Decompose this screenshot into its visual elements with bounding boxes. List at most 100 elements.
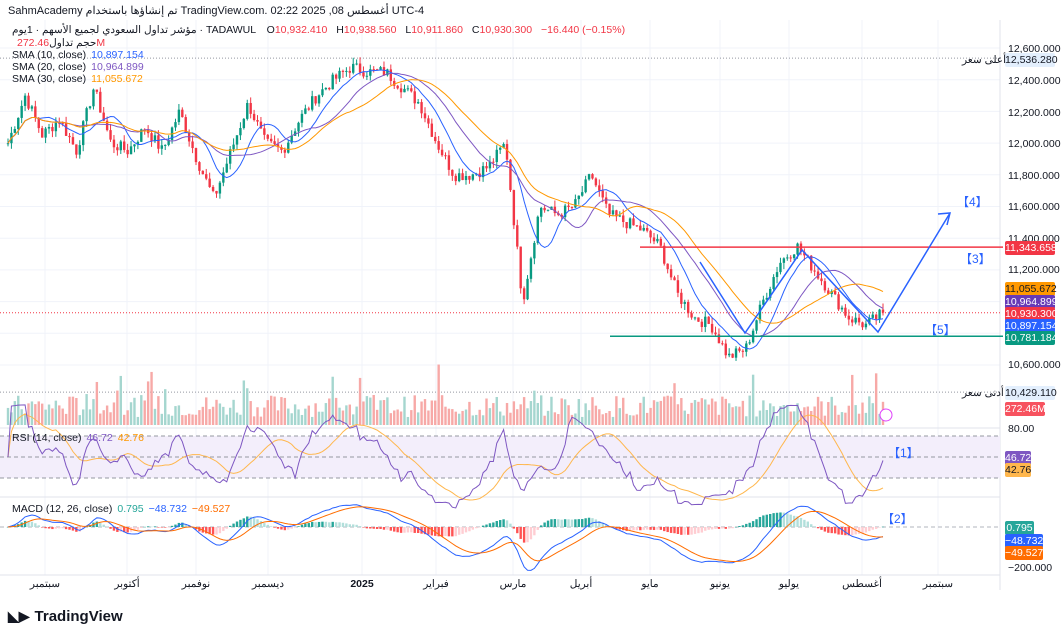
- volume-bar: [119, 375, 122, 425]
- macd-hist-bar: [444, 527, 447, 537]
- candle-body: [553, 206, 557, 214]
- month-label: فبراير: [423, 578, 449, 590]
- annotation-1[interactable]: 【1】: [888, 446, 919, 460]
- macd-hist-bar: [837, 527, 840, 535]
- candle-body: [379, 67, 382, 70]
- rsi-ma-line: [7, 413, 884, 501]
- low-price-tag: 10,429.110: [1005, 386, 1057, 400]
- volume-bar: [652, 400, 656, 425]
- low-value: 10,911.860: [411, 24, 463, 36]
- volume-bar: [198, 410, 201, 425]
- macd-hist-bar: [393, 527, 396, 532]
- macd-hist-bar: [372, 527, 375, 529]
- candle-body: [167, 139, 170, 145]
- macd-hist-bar: [239, 519, 242, 527]
- candle-body: [232, 144, 235, 150]
- sma10-value: 10,897.154: [91, 49, 144, 61]
- volume-bar: [283, 397, 287, 425]
- symbol-legend: مؤشر تداول السعودي لجميع الأسهم · 1يوم ·…: [12, 24, 625, 36]
- volume-bar: [529, 401, 533, 425]
- candle-body: [649, 230, 652, 238]
- macd-hist-bar: [639, 527, 642, 531]
- macd-hist-bar: [143, 526, 146, 528]
- high-marker-label: أعلى سعر: [962, 54, 1006, 66]
- candle-body: [874, 314, 878, 320]
- candle-body: [396, 85, 399, 89]
- annotation-2[interactable]: 【2】: [882, 512, 913, 526]
- candle-body: [205, 174, 208, 179]
- volume-bar: [659, 400, 663, 425]
- volume-bar: [252, 416, 256, 425]
- candle-body: [543, 207, 546, 211]
- candle-body: [177, 109, 181, 123]
- volume-bar: [700, 398, 704, 425]
- low-marker-label: أدنى سعر: [962, 387, 1004, 399]
- macd-hist-bar: [235, 521, 239, 527]
- volume-bar: [642, 396, 645, 425]
- volume-bar: [546, 410, 550, 425]
- volume-bar: [427, 410, 430, 425]
- rsi-value: 46.72: [86, 432, 113, 444]
- volume-bar: [34, 404, 37, 425]
- macd-hist-bar: [871, 527, 874, 530]
- macd-hist-bar: [112, 527, 116, 531]
- annotation-5[interactable]: 【5】: [925, 323, 956, 337]
- macd-hist-bar: [714, 527, 717, 529]
- macd-hist-bar: [259, 521, 263, 527]
- macd-hist-bar: [119, 527, 122, 532]
- candle-body: [40, 128, 44, 138]
- tradingview-logo[interactable]: ◣▶ TradingView: [8, 608, 123, 625]
- candle-body: [119, 141, 122, 151]
- volume-bar: [413, 395, 416, 425]
- macd-hist-bar: [498, 520, 502, 527]
- volume-bar: [669, 396, 673, 425]
- candle-body: [184, 117, 187, 134]
- volume-bar: [868, 396, 871, 425]
- candle-body: [283, 149, 287, 153]
- candle-body: [516, 225, 519, 247]
- candle-body: [769, 288, 772, 298]
- candle-body: [78, 145, 81, 155]
- macd-hist-bar: [416, 527, 420, 533]
- volume-bar: [502, 415, 505, 425]
- candle-body: [741, 350, 745, 352]
- candle-body: [536, 216, 539, 243]
- candle-body: [403, 88, 406, 93]
- volume-bar: [328, 398, 331, 425]
- volume-bar: [68, 396, 71, 425]
- macd-hist-bar: [628, 527, 632, 531]
- candle-body: [393, 80, 396, 86]
- macd-hist-bar: [40, 527, 44, 528]
- macd-hist-bar: [61, 527, 64, 529]
- volume-bar: [464, 409, 468, 425]
- candle-body: [618, 215, 622, 217]
- macd-hist-bar: [413, 527, 416, 533]
- volume-bar: [430, 400, 434, 425]
- candle-body: [34, 106, 37, 118]
- candle-body: [112, 139, 116, 148]
- candle-body: [92, 89, 95, 107]
- candle-body: [827, 290, 830, 294]
- macd-hist-bar: [731, 527, 734, 529]
- candle-body: [410, 88, 413, 92]
- candle-body: [789, 257, 792, 259]
- sma20-value: 10,964.899: [91, 61, 144, 73]
- candle-body: [317, 95, 321, 104]
- candle-body: [642, 227, 645, 231]
- annotation-3[interactable]: 【3】: [960, 252, 991, 266]
- candle-body: [717, 334, 721, 344]
- macd-hist-bar: [669, 527, 673, 533]
- candle-body: [181, 109, 184, 118]
- volume-bar: [721, 396, 724, 425]
- macd-hist-bar: [615, 527, 618, 529]
- volume-bar: [437, 364, 440, 425]
- candle-body: [355, 63, 358, 65]
- macd-hist-bar: [71, 527, 75, 531]
- candle-body: [123, 141, 126, 150]
- volume-bar: [150, 371, 153, 425]
- candle-body: [420, 102, 423, 114]
- macd-hist-bar: [181, 522, 184, 527]
- candle-body: [598, 185, 601, 191]
- annotation-4[interactable]: 【4】: [957, 195, 988, 209]
